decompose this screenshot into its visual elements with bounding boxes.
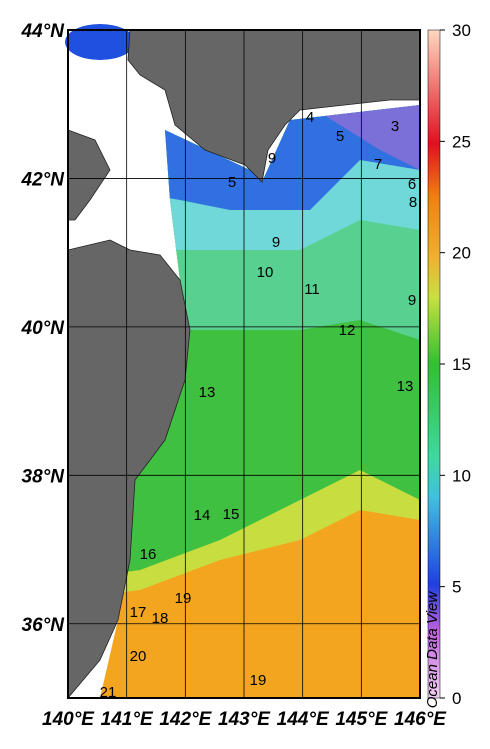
lat-tick-label: 36°N bbox=[22, 615, 66, 636]
contour-label: 9 bbox=[408, 292, 416, 309]
lon-tick-label: 145°E bbox=[335, 709, 388, 730]
contour-label: 15 bbox=[223, 506, 240, 523]
lon-tick-label: 141°E bbox=[101, 709, 154, 730]
lat-tick-label: 40°N bbox=[21, 318, 66, 339]
contour-label: 19 bbox=[250, 672, 267, 689]
colorbar-tick-label: 25 bbox=[452, 132, 471, 151]
lat-tick-label: 38°N bbox=[22, 466, 66, 487]
contour-label: 6 bbox=[408, 176, 416, 193]
lat-tick-label: 44°N bbox=[21, 21, 66, 42]
contour-label: 21 bbox=[100, 684, 117, 701]
colorbar-tick-label: 30 bbox=[452, 21, 471, 40]
contour-label: 9 bbox=[268, 150, 276, 167]
contour-label: 12 bbox=[339, 322, 356, 339]
contour-label: 4 bbox=[306, 109, 314, 126]
colorbar-tick-label: 0 bbox=[452, 689, 461, 708]
contour-label: 5 bbox=[336, 128, 344, 145]
watermark: Ocean Data View bbox=[424, 591, 441, 709]
lon-tick-label: 142°E bbox=[159, 709, 212, 730]
lat-tick-label: 42°N bbox=[21, 169, 66, 190]
colorbar-tick-label: 10 bbox=[452, 466, 471, 485]
lon-tick-label: 144°E bbox=[277, 709, 330, 730]
contour-label: 18 bbox=[152, 610, 169, 627]
contour-label: 14 bbox=[194, 507, 211, 524]
colorbar-tick-label: 15 bbox=[452, 355, 471, 374]
contour-label: 8 bbox=[409, 194, 417, 211]
contour-label: 11 bbox=[304, 281, 320, 298]
contour-label: 16 bbox=[140, 546, 157, 563]
lon-tick-label: 140°E bbox=[42, 709, 95, 730]
contour-label: 3 bbox=[391, 118, 399, 135]
contour-label: 13 bbox=[199, 384, 216, 401]
contour-label: 9 bbox=[272, 234, 280, 251]
plot-frame bbox=[67, 29, 421, 699]
colorbar-tick-label: 5 bbox=[452, 578, 461, 597]
contour-label: 17 bbox=[130, 604, 147, 621]
contour-label: 20 bbox=[130, 648, 147, 665]
contour-label: 19 bbox=[175, 590, 192, 607]
contour-label: 13 bbox=[397, 378, 414, 395]
lon-tick-label: 146°E bbox=[394, 709, 447, 730]
lon-tick-label: 143°E bbox=[218, 709, 271, 730]
contour-label: 10 bbox=[257, 264, 274, 281]
sea-patch bbox=[65, 24, 135, 60]
contour-label: 7 bbox=[374, 156, 382, 173]
contour-label: 5 bbox=[228, 174, 236, 191]
colorbar-tick-label: 20 bbox=[452, 244, 471, 263]
